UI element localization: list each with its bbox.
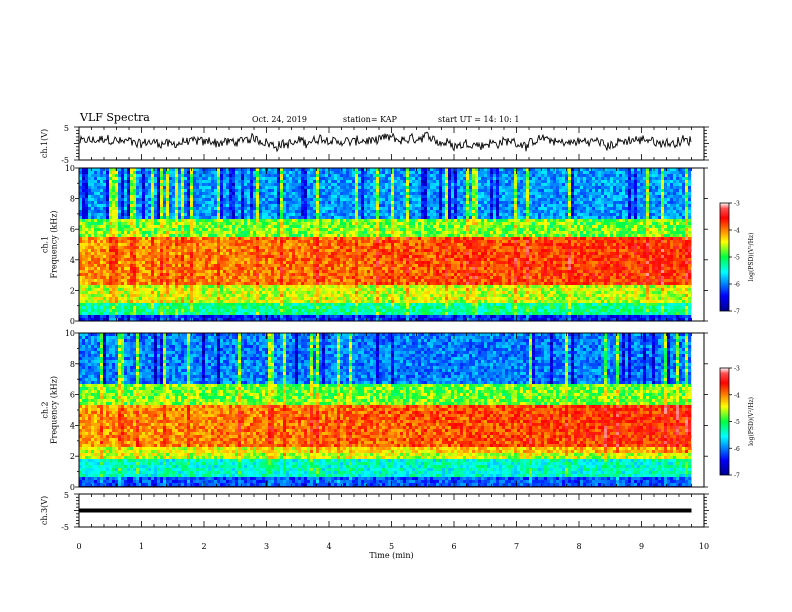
colorbar-scale [719, 367, 730, 476]
y-tick-label: 10 [65, 164, 75, 173]
colorbar-tick-label: -7 [734, 309, 740, 316]
waveform-trace [79, 131, 692, 153]
y-tick-label: 0 [70, 483, 75, 492]
y-tick-label: 0 [70, 317, 75, 326]
y-tick-label: 6 [70, 391, 75, 400]
ch1-waveform-ylabel: ch.1(V) [40, 129, 49, 158]
y-tick-label: 2 [70, 286, 75, 295]
y-tick-label: 4 [70, 256, 75, 265]
waveform-ch1-panel: 5 -5 ch.1(V) [40, 124, 709, 165]
y-tick-label: 5 [64, 491, 69, 500]
colorbar-tick-label: -5 [734, 419, 740, 426]
y-tick-label: 5 [64, 124, 69, 133]
colorbar-tick-label: -5 [734, 255, 740, 262]
x-tick-label: 9 [639, 542, 644, 551]
x-tick-label: 7 [514, 542, 519, 551]
ch1-spectrogram-ylabel: ch.1Frequency (kHz) [41, 210, 59, 278]
plot-title: VLF Spectra [80, 111, 150, 124]
x-axis-label: Time (min) [369, 551, 413, 560]
colorbar-tick-label: -6 [734, 282, 740, 289]
y-tick-label: 4 [70, 421, 75, 430]
y-tick-label: -5 [61, 523, 69, 532]
y-tick-label: 8 [70, 195, 75, 204]
x-tick-label: 10 [699, 542, 709, 551]
x-tick-label: 4 [326, 542, 331, 551]
x-tick-label: 3 [264, 542, 269, 551]
x-tick-label: 8 [576, 542, 581, 551]
station-label: station= KAP [343, 115, 397, 124]
spectrogram-ch2-panel: 0 2 4 6 8 10 ch.2Frequency (kHz) [41, 329, 708, 492]
colorbar-tick-label: -6 [734, 446, 740, 453]
colorbar-tick-label: -3 [734, 366, 740, 373]
y-tick-label: -5 [61, 156, 69, 165]
colorbar-ch2: -3 -4 -5 -6 -7 log(PSD)(V²/Hz) [719, 366, 755, 480]
x-tick-label: 2 [201, 542, 206, 551]
ch2-spectrogram-ylabel: ch.2Frequency (kHz) [41, 376, 59, 444]
spectrogram-image [79, 333, 692, 487]
colorbar-tick-label: -4 [734, 228, 740, 235]
waveform-ch3-panel: 5 -5 ch.3(V) [40, 491, 709, 532]
colorbar-ch1: -3 -4 -5 -6 -7 log(PSD)(V²/Hz) [719, 201, 755, 316]
x-tick-label: 1 [139, 542, 144, 551]
colorbar-tick-label: -7 [734, 473, 740, 480]
colorbar-tick-label: -4 [734, 392, 740, 399]
spectrogram-ch1-panel: 0 2 4 6 8 10 ch.1Frequency (kHz) [41, 164, 708, 326]
start-time-label: start UT = 14: 10: 1 [438, 115, 519, 124]
colorbar-label: log(PSD)(V²/Hz) [748, 397, 755, 446]
colorbars: -3 -4 -5 -6 -7 log(PSD)(V²/Hz) -3 -4 -5 -6 -7 log(P… [719, 201, 755, 480]
x-tick-label: 6 [451, 542, 456, 551]
y-tick-label: 8 [70, 360, 75, 369]
colorbar-tick-label: -3 [734, 201, 740, 208]
y-tick-label: 2 [70, 452, 75, 461]
x-tick-label: 0 [76, 542, 81, 551]
colorbar-scale [719, 202, 730, 312]
y-tick-label: 6 [70, 225, 75, 234]
date-label: Oct. 24, 2019 [252, 115, 307, 124]
spectrogram-image [79, 168, 692, 321]
time-axis: 0 1 2 3 4 5 6 7 8 9 10 Time (min) [76, 542, 709, 560]
colorbar-label: log(PSD)(V²/Hz) [748, 233, 755, 282]
x-tick-label: 5 [389, 542, 394, 551]
y-tick-label: 10 [65, 329, 75, 338]
ch3-waveform-ylabel: ch.3(V) [40, 496, 49, 525]
